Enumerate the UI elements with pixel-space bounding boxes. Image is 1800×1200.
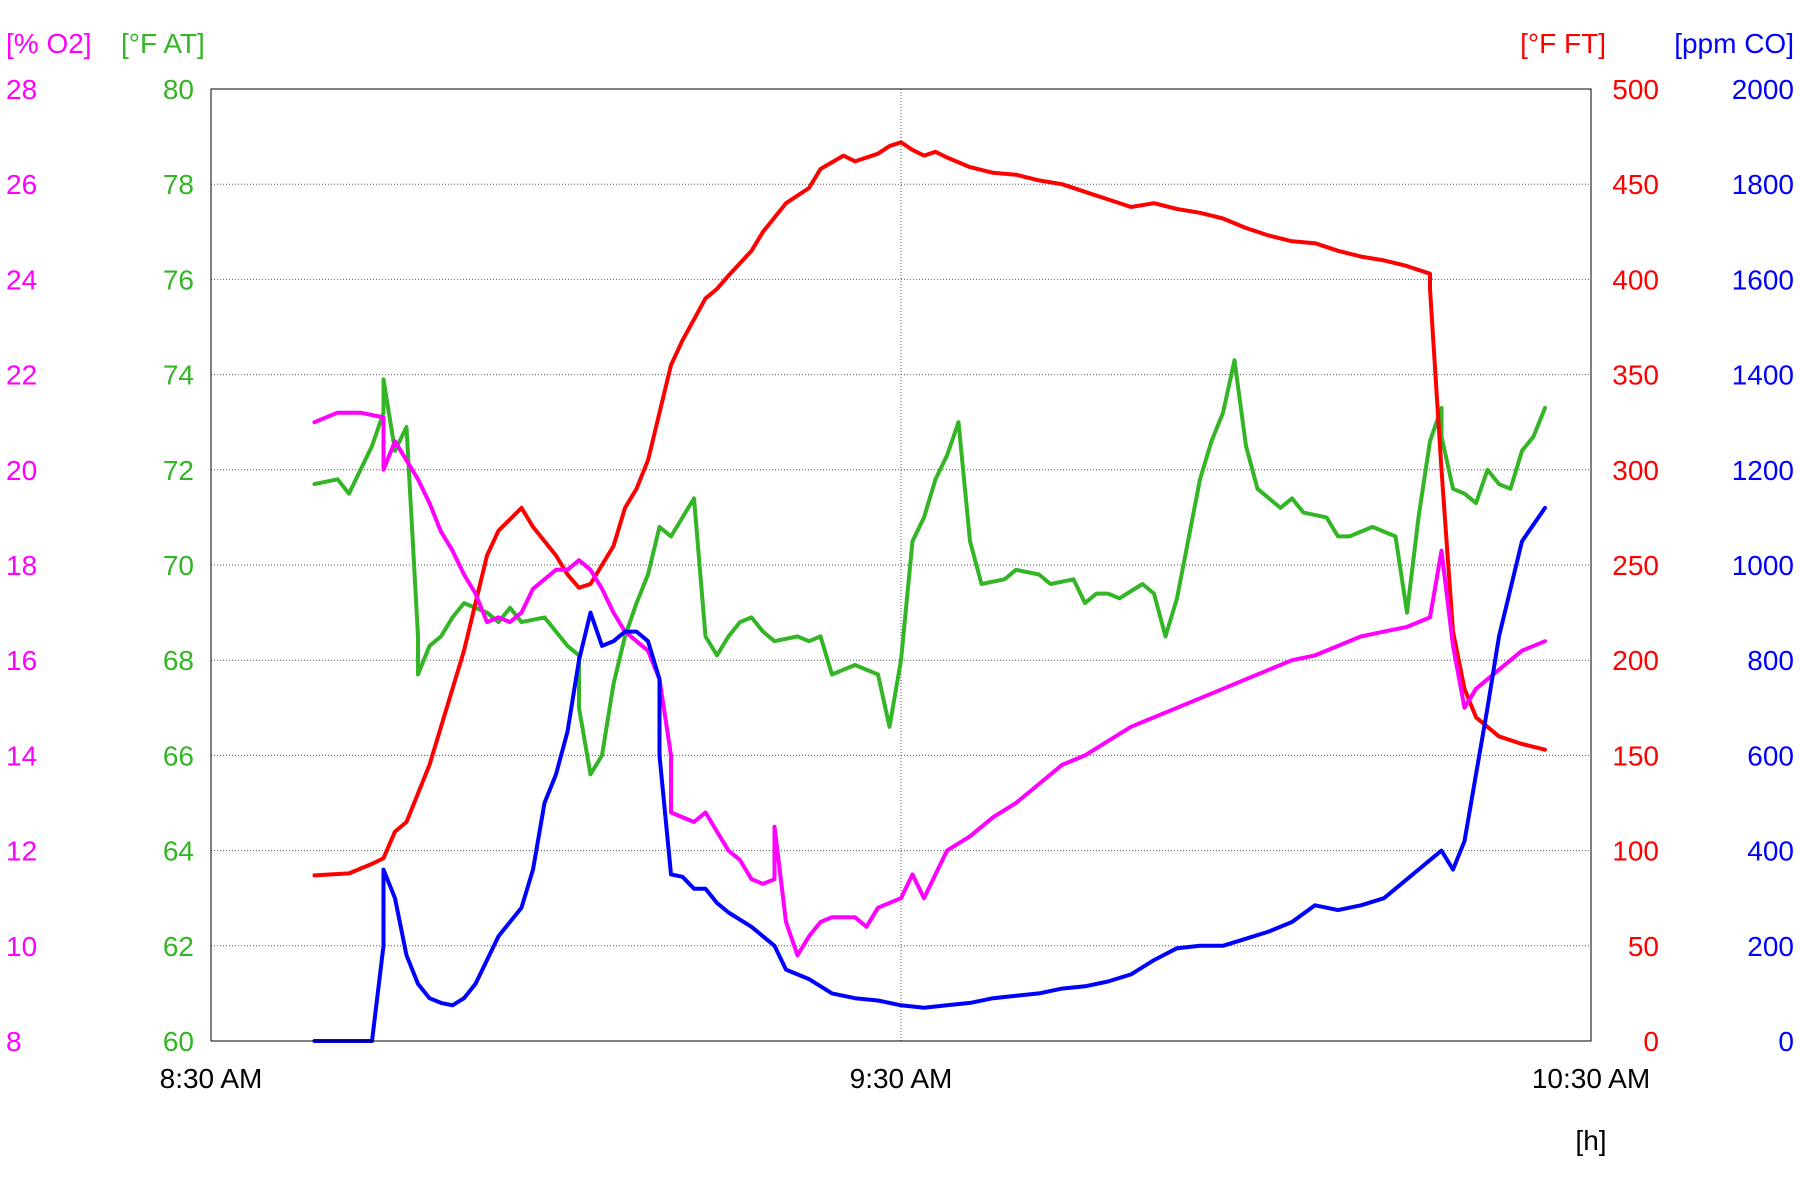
ft-tick-label: 350: [1612, 360, 1659, 391]
o2-tick-label: 26: [6, 169, 37, 200]
ft-tick-label: 150: [1612, 740, 1659, 771]
x-axis-ticks: 8:30 AM 9:30 AM 10:30 AM: [160, 1063, 1651, 1094]
o2-tick-label: 10: [6, 931, 37, 962]
at-tick-label: 74: [163, 360, 194, 391]
left-axes-ticks: 8 10 12 14 16 18 20 22 24 26 28 60 62 64 66 68 70 72 74 76 7…: [6, 74, 194, 1057]
co-tick-label: 1800: [1732, 169, 1794, 200]
right-axes-ticks: 0 50 100 150 200 250 300 350 400 450 500 0 200 400 600…: [1612, 74, 1794, 1057]
at-tick-label: 62: [163, 931, 194, 962]
o2-tick-label: 18: [6, 550, 37, 581]
co-tick-label: 800: [1747, 645, 1794, 676]
co-tick-label: 1200: [1732, 455, 1794, 486]
x-tick-label: 9:30 AM: [850, 1063, 953, 1094]
ft-tick-label: 0: [1643, 1026, 1659, 1057]
at-tick-label: 60: [163, 1026, 194, 1057]
x-tick-label: 8:30 AM: [160, 1063, 263, 1094]
o2-tick-label: 12: [6, 836, 37, 867]
at-tick-label: 76: [163, 264, 194, 295]
ft-tick-label: 450: [1612, 169, 1659, 200]
at-tick-label: 64: [163, 836, 194, 867]
o2-tick-label: 8: [6, 1026, 22, 1057]
ft-tick-label: 400: [1612, 264, 1659, 295]
at-axis-label: [°F AT]: [121, 28, 205, 59]
co-tick-label: 200: [1747, 931, 1794, 962]
ft-tick-label: 250: [1612, 550, 1659, 581]
o2-tick-label: 24: [6, 264, 37, 295]
at-tick-label: 80: [163, 74, 194, 105]
co-tick-label: 400: [1747, 836, 1794, 867]
co-tick-label: 1600: [1732, 264, 1794, 295]
at-tick-label: 78: [163, 169, 194, 200]
at-tick-label: 70: [163, 550, 194, 581]
o2-tick-label: 14: [6, 740, 37, 771]
o2-axis-label: [% O2]: [6, 28, 92, 59]
co-tick-label: 2000: [1732, 74, 1794, 105]
at-tick-label: 72: [163, 455, 194, 486]
ft-tick-label: 50: [1628, 931, 1659, 962]
ft-tick-label: 500: [1612, 74, 1659, 105]
series-line-co: [312, 505, 1547, 1043]
at-tick-label: 66: [163, 740, 194, 771]
x-tick-label: 10:30 AM: [1532, 1063, 1650, 1094]
ft-tick-label: 300: [1612, 455, 1659, 486]
ft-axis-label: [°F FT]: [1520, 28, 1606, 59]
o2-tick-label: 16: [6, 645, 37, 676]
ft-tick-label: 100: [1612, 836, 1659, 867]
at-tick-label: 68: [163, 645, 194, 676]
co-tick-label: 0: [1778, 1026, 1794, 1057]
co-tick-label: 600: [1747, 740, 1794, 771]
x-axis-label: [h]: [1575, 1125, 1606, 1156]
series-line-ft: [312, 140, 1547, 878]
ft-tick-label: 200: [1612, 645, 1659, 676]
plot-frame: [210, 88, 1592, 1042]
series-lines: [312, 140, 1547, 1043]
o2-tick-label: 28: [6, 74, 37, 105]
co-tick-label: 1400: [1732, 360, 1794, 391]
series-line-o2: [312, 410, 1547, 958]
co-axis-label: [ppm CO]: [1674, 28, 1794, 59]
o2-tick-label: 22: [6, 360, 37, 391]
co-tick-label: 1000: [1732, 550, 1794, 581]
o2-tick-label: 20: [6, 455, 37, 486]
